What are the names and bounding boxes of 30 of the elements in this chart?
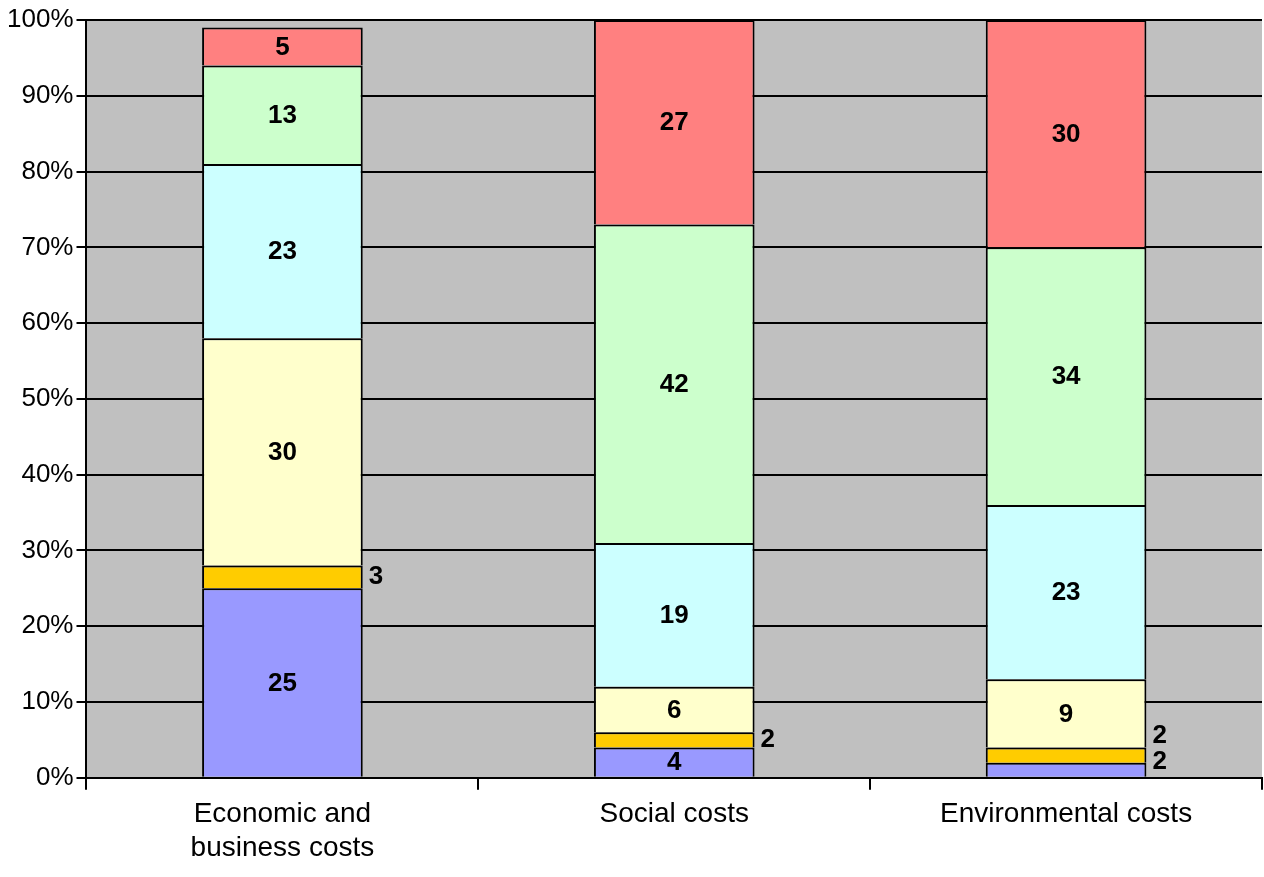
y-tick-label: 50% <box>21 382 74 413</box>
data-label: 34 <box>1051 360 1082 391</box>
data-label: 23 <box>1051 576 1081 607</box>
x-tick-label: Social costs <box>599 797 749 829</box>
data-label: 30 <box>1051 117 1081 148</box>
y-tick-label: 90% <box>21 78 74 109</box>
data-label: 2 <box>760 723 776 754</box>
y-tick-label: 80% <box>21 154 74 185</box>
x-tick-label: Economic and business costs <box>190 797 375 862</box>
y-tick-label: 100% <box>7 3 74 34</box>
y-tick-label: 60% <box>21 306 74 337</box>
data-label: 9 <box>1058 697 1074 728</box>
y-tick-label: 10% <box>21 685 74 716</box>
y-tick-label: 0% <box>35 760 74 791</box>
x-tick-label: Environmental costs <box>940 797 1193 829</box>
y-tick-label: 30% <box>21 533 74 564</box>
data-label: 25 <box>267 666 297 697</box>
data-label: 19 <box>659 599 689 630</box>
data-label: 4 <box>667 746 683 777</box>
data-label: 27 <box>659 106 689 137</box>
data-label: 5 <box>275 30 290 61</box>
y-tick-label: 70% <box>21 230 74 261</box>
data-label: 13 <box>267 98 297 129</box>
data-label: 30 <box>267 436 297 467</box>
data-label: 6 <box>667 693 682 724</box>
y-tick-label: 40% <box>21 457 74 488</box>
data-label: 3 <box>368 560 384 591</box>
data-label: 23 <box>267 235 297 266</box>
data-label: 42 <box>659 367 689 398</box>
y-tick-label: 20% <box>21 609 74 640</box>
